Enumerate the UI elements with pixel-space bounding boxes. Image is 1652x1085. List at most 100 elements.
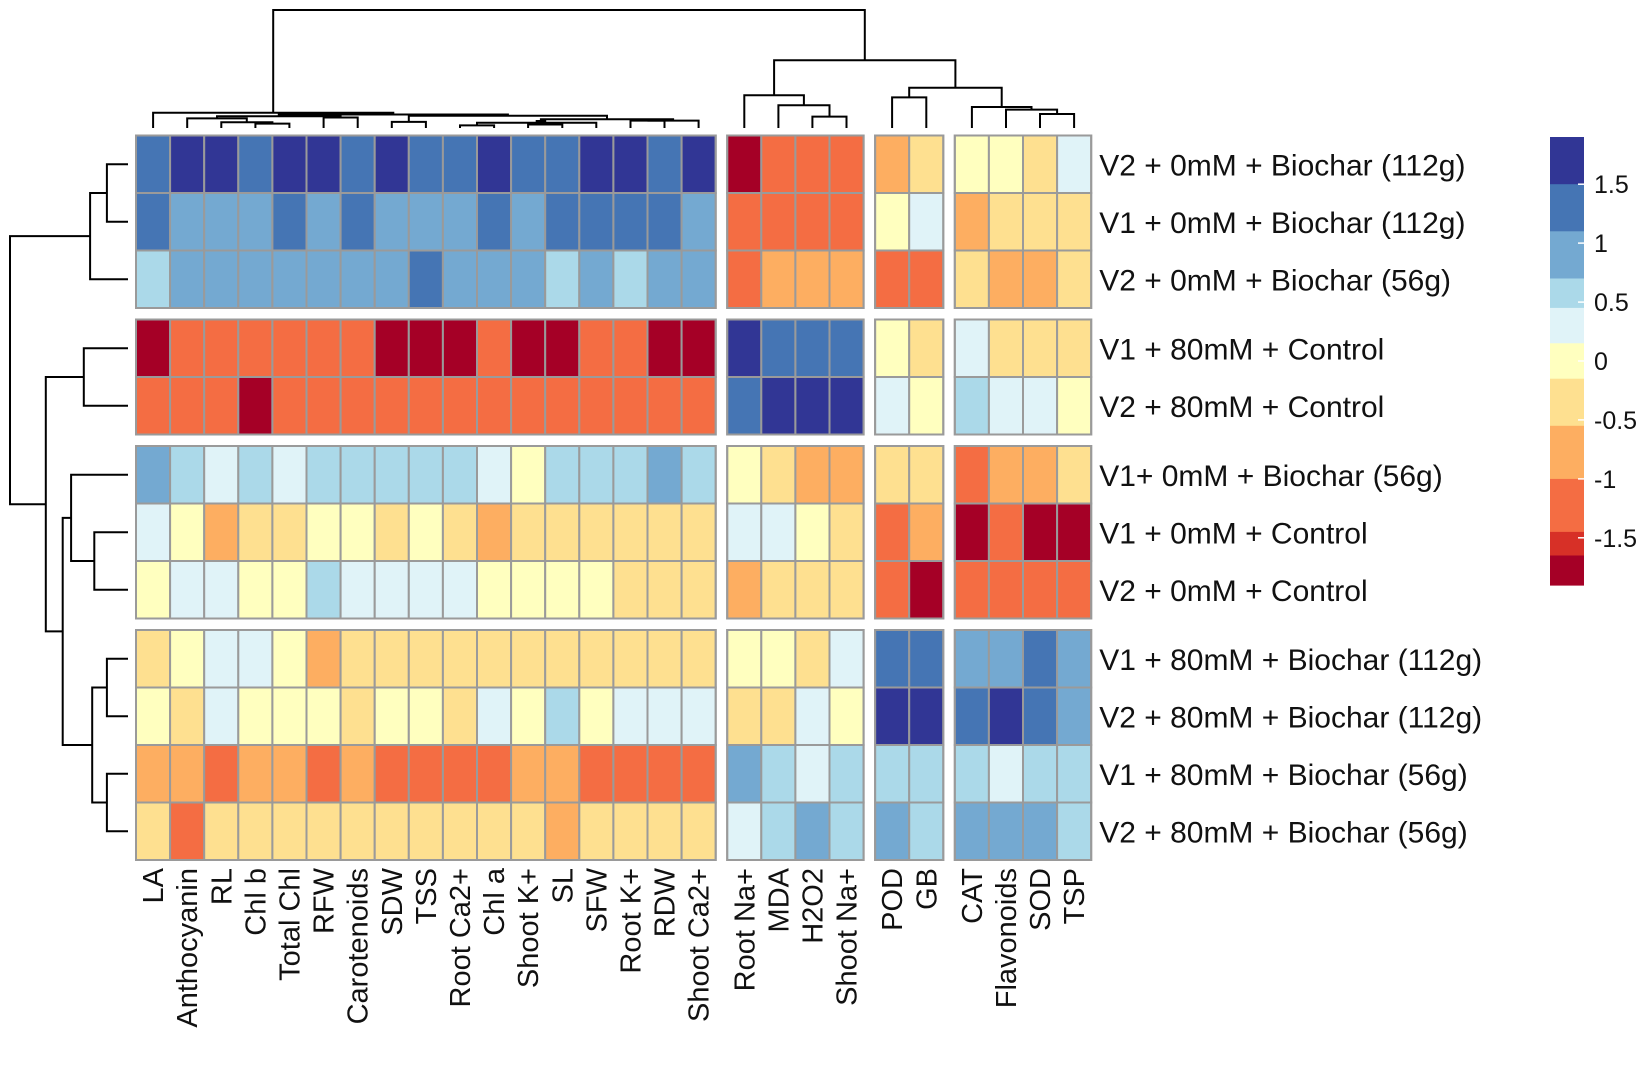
heatmap-cell <box>510 445 547 505</box>
heatmap-cell <box>476 445 513 505</box>
heatmap-cell <box>987 560 1025 620</box>
row-dendrogram-branch <box>91 686 107 804</box>
heatmap-cell <box>544 376 581 436</box>
heatmap-cell <box>305 249 342 309</box>
heatmap-cell <box>987 376 1025 436</box>
legend-swatch <box>1550 184 1584 232</box>
heatmap-cell <box>1056 318 1093 378</box>
heatmap-cell <box>305 686 342 746</box>
heatmap-cell <box>908 318 945 378</box>
heatmap-cell <box>874 445 911 505</box>
heatmap-cell <box>203 686 240 746</box>
heatmap-cell <box>339 801 376 861</box>
heatmap-cell <box>1022 629 1059 689</box>
heatmap-cell <box>794 376 831 436</box>
column-label: Shoot Na+ <box>832 868 864 1006</box>
column-dendrogram-branch <box>647 119 700 128</box>
heatmap-cell <box>987 801 1025 861</box>
row-label: V2 + 80mM + Biochar (56g) <box>1099 816 1468 849</box>
heatmap-cell <box>169 502 206 562</box>
legend-swatch <box>1550 307 1584 344</box>
heatmap-cell <box>373 134 410 194</box>
heatmap-cell <box>953 192 990 252</box>
heatmap-cell <box>441 502 478 562</box>
heatmap-cell <box>987 502 1025 562</box>
heatmap-cell <box>373 560 410 620</box>
heatmap-cell <box>987 249 1025 309</box>
legend-swatch <box>1550 425 1584 480</box>
heatmap-cell <box>441 629 478 689</box>
heatmap-cell <box>237 801 274 861</box>
heatmap-cell <box>1056 445 1093 505</box>
heatmap-cell <box>305 744 342 804</box>
heatmap-cell <box>1022 686 1059 746</box>
heatmap-cell <box>203 560 240 620</box>
heatmap-cell <box>1056 376 1093 436</box>
heatmap-cell <box>441 318 478 378</box>
heatmap-cell <box>1056 560 1093 620</box>
heatmap-cell <box>271 560 308 620</box>
heatmap-cell <box>987 686 1025 746</box>
heatmap-cell <box>953 560 990 620</box>
heatmap-cell <box>953 445 990 505</box>
heatmap-cell <box>305 502 342 562</box>
heatmap-cell <box>828 502 865 562</box>
legend-tick-label: 1.5 <box>1594 171 1629 199</box>
heatmap-cell <box>544 686 581 746</box>
heatmap-cell <box>1022 318 1059 378</box>
heatmap-cell <box>135 249 172 309</box>
heatmap-cell <box>237 445 274 505</box>
heatmap-cell <box>760 249 797 309</box>
row-labels: V2 + 0mM + Biochar (112g) V1 + 0mM + Bioc… <box>1099 149 1482 849</box>
heatmap-block <box>135 134 717 309</box>
heatmap-cell <box>987 445 1025 505</box>
column-labels: LA Anthocyanin RL Chl b Total Chl RFW Caroteno… <box>138 867 1091 1027</box>
heatmap-cell <box>726 192 763 252</box>
heatmap-cell <box>305 560 342 620</box>
heatmap-cell <box>476 801 513 861</box>
legend-swatch <box>1550 378 1584 427</box>
heatmap-cell <box>578 445 615 505</box>
heatmap-cell <box>760 629 797 689</box>
row-dendrogram <box>9 163 128 833</box>
legend-swatch <box>1550 531 1584 557</box>
heatmap-cell <box>441 376 478 436</box>
heatmap-cell <box>953 376 990 436</box>
heatmap-block <box>953 318 1093 436</box>
heatmap-cell <box>760 318 797 378</box>
heatmap-cell <box>305 318 342 378</box>
heatmap-cell <box>373 376 410 436</box>
heatmap-cell <box>373 249 410 309</box>
heatmap-cell <box>908 801 945 861</box>
heatmap-cell <box>544 134 581 194</box>
heatmap-cell <box>987 629 1025 689</box>
heatmap-cell <box>544 801 581 861</box>
row-label: V2 + 0mM + Biochar (56g) <box>1099 264 1451 297</box>
heatmap-cell <box>441 249 478 309</box>
heatmap-cell <box>680 318 717 378</box>
heatmap-cell <box>987 192 1025 252</box>
column-dendrogram-branch <box>1005 108 1059 128</box>
heatmap-cell <box>680 249 717 309</box>
heatmap-cell <box>726 445 763 505</box>
heatmap-cell <box>544 629 581 689</box>
heatmap-cell <box>794 560 831 620</box>
column-dendrogram-branch <box>629 119 666 128</box>
heatmap-cell <box>828 192 865 252</box>
heatmap-cell <box>908 502 945 562</box>
heatmap-cell <box>271 134 308 194</box>
heatmap-cell <box>578 502 615 562</box>
heatmap-cell <box>169 192 206 252</box>
heatmap-cell <box>169 801 206 861</box>
heatmap-cell <box>760 134 797 194</box>
column-dendrogram-branch <box>811 115 848 128</box>
legend-tick-label: 0.5 <box>1594 289 1629 317</box>
heatmap-cell <box>135 318 172 378</box>
heatmap-cell <box>760 192 797 252</box>
heatmap-cell <box>908 744 945 804</box>
heatmap-cell <box>874 134 911 194</box>
heatmap-cell <box>339 560 376 620</box>
column-dendrogram-branch <box>459 124 496 128</box>
heatmap-cell <box>510 318 547 378</box>
